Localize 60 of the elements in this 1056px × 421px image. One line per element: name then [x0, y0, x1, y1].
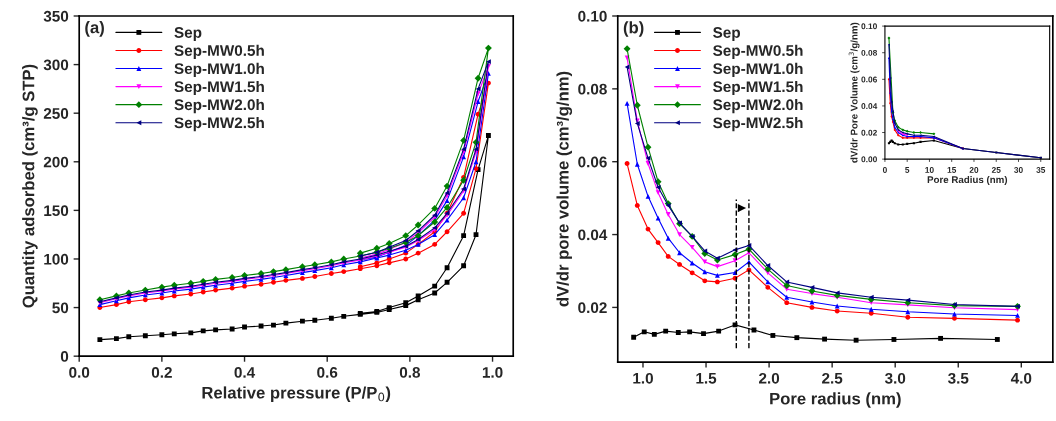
x-tick-label: 0.4 — [234, 366, 256, 378]
x-axis-title: Relative pressure (P/P$_{0}$) — [202, 386, 391, 402]
x-tick-label: 1.0 — [482, 366, 503, 378]
y-tick-label: 0.06 — [861, 76, 877, 83]
x-tick-label: 3.5 — [947, 372, 969, 384]
x-tick-label: 1.0 — [633, 372, 653, 384]
legend-label: Sep-MW2.5h — [713, 117, 803, 132]
legend-label: Sep-MW0.5h — [713, 44, 803, 59]
y-axis-title: Quantity adsorbed (cm³/g STP) — [22, 64, 38, 308]
x-tick-label: 0 — [882, 167, 887, 173]
y-tick-label: 0.08 — [578, 83, 607, 95]
y-tick-label: 0.02 — [578, 302, 607, 314]
x-axis-title: Pore radius (nm) — [770, 392, 901, 408]
y-tick-label: 50 — [52, 302, 69, 314]
legend-label: Sep — [713, 27, 741, 41]
legend-label: Sep-MW1.0h — [713, 62, 803, 78]
y-axis-title: dV/dr Pore Volume (cm$^{3}$/g/nm) — [848, 22, 860, 163]
x-tick-label: 0.8 — [399, 366, 421, 378]
legend-label: Sep-MW1.0h — [174, 62, 264, 78]
x-axis-title: Pore Radius (nm) — [927, 175, 1008, 185]
x-tick-label: 1.5 — [696, 373, 717, 384]
x-tick-label: 4.0 — [1010, 372, 1032, 384]
y-tick-label: 0 — [60, 351, 69, 362]
y-tick-label: 150 — [44, 205, 69, 217]
x-tick-label: 10 — [925, 167, 934, 173]
x-tick-label: 0.6 — [317, 366, 338, 378]
y-tick-label: 0.04 — [861, 103, 878, 110]
annotation: (a) — [85, 21, 104, 37]
x-tick-label: 30 — [1014, 167, 1023, 173]
x-tick-label: 2.0 — [759, 372, 780, 384]
legend-label: Sep-MW2.0h — [174, 98, 264, 114]
x-tick-label: 15 — [947, 167, 957, 173]
y-tick-label: 300 — [43, 59, 69, 71]
y-tick-label: 250 — [43, 108, 69, 119]
x-tick-label: 5 — [905, 167, 910, 173]
y-tick-label: 0.08 — [861, 49, 878, 56]
y-tick-label: 350 — [43, 10, 69, 22]
y-tick-label: 200 — [43, 156, 69, 168]
x-tick-label: 35 — [1036, 167, 1046, 173]
x-tick-label: 25 — [991, 167, 1001, 173]
y-tick-label: 0.10 — [578, 10, 607, 22]
legend-label: Sep-MW0.5h — [174, 44, 264, 59]
x-tick-label: 3.0 — [884, 372, 906, 384]
x-tick-label: 2.5 — [822, 372, 843, 384]
x-tick-label: 0.0 — [69, 366, 90, 378]
legend-label: Sep-MW2.0h — [713, 98, 803, 114]
legend-label: Sep-MW1.5h — [174, 80, 264, 96]
legend-label: Sep-MW1.5h — [713, 80, 803, 96]
x-tick-label: 0.2 — [151, 366, 172, 378]
y-tick-label: 0.06 — [578, 156, 607, 168]
y-tick-label: 0.04 — [578, 229, 608, 241]
y-tick-label: 0.02 — [861, 129, 877, 136]
legend-label: Sep-MW2.5h — [174, 117, 264, 132]
y-tick-label: 0.10 — [861, 23, 877, 30]
y-tick-label: 0.00 — [861, 156, 877, 163]
y-tick-label: 100 — [44, 253, 69, 265]
x-tick-label: 20 — [969, 167, 979, 173]
y-axis-title: dV/dr pore volume (cm³/g/nm) — [556, 71, 573, 307]
legend-label: Sep — [174, 27, 202, 41]
annotation: (b) — [623, 21, 644, 37]
